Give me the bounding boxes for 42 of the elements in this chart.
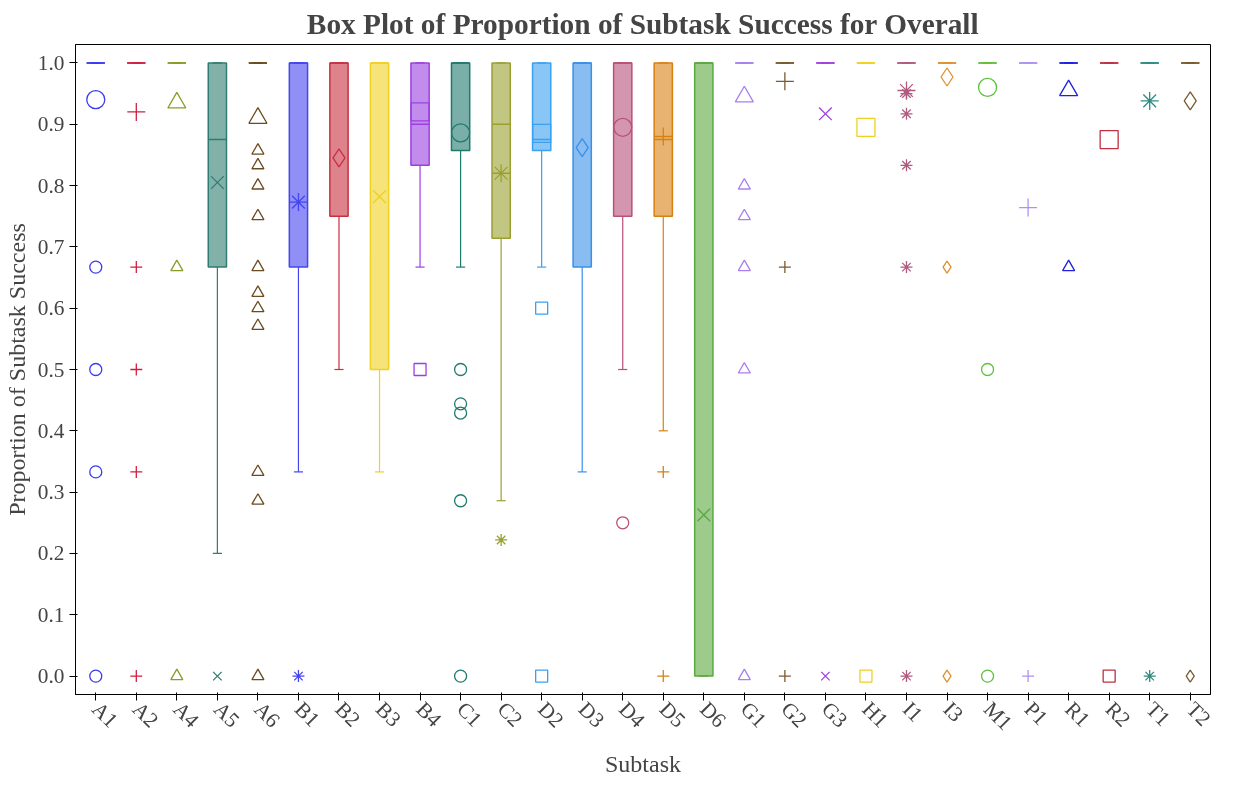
y-tick-label: 0.7 xyxy=(37,234,65,259)
x-tick-label: G2 xyxy=(776,697,812,733)
y-tick-label: 1.0 xyxy=(37,50,65,75)
x-tick-label: H1 xyxy=(857,697,893,733)
x-tick-label: M1 xyxy=(979,697,1017,735)
x-tick-label: D6 xyxy=(695,697,731,733)
x-tick-label: D5 xyxy=(654,697,691,733)
y-tick-label: 0.1 xyxy=(37,602,65,627)
x-tick-label: B4 xyxy=(411,697,447,732)
x-tick-label: D2 xyxy=(533,697,569,733)
x-axis-title: Subtask xyxy=(605,751,682,778)
x-tick-label: C2 xyxy=(492,697,528,732)
x-tick-label: A1 xyxy=(87,697,123,733)
x-tick-label: G1 xyxy=(735,697,772,733)
x-tick-label: A5 xyxy=(208,697,245,733)
y-tick-label: 0.2 xyxy=(37,541,65,566)
x-tick-label: B1 xyxy=(289,697,325,732)
x-tick-label: C1 xyxy=(452,697,487,732)
x-tick-label: R1 xyxy=(1060,697,1095,732)
x-tick-label: R2 xyxy=(1100,697,1136,732)
y-tick-label: 0.5 xyxy=(37,357,65,382)
y-tick-label: 0.9 xyxy=(37,112,65,137)
y-tick-label: 0.0 xyxy=(37,664,65,689)
x-tick-label: I3 xyxy=(938,697,969,727)
y-tick-label: 0.8 xyxy=(37,173,65,198)
x-tick-label: I1 xyxy=(898,697,928,727)
y-tick-label: 0.4 xyxy=(37,418,65,443)
x-tick-label: T1 xyxy=(1141,697,1175,731)
x-tick-label: A4 xyxy=(168,697,204,733)
x-tick-label: B3 xyxy=(371,697,406,732)
y-tick-label: 0.6 xyxy=(37,296,65,321)
x-tick-label: D3 xyxy=(573,697,610,733)
x-tick-label: B2 xyxy=(330,697,366,732)
y-tick-label: 0.3 xyxy=(37,480,65,505)
y-axis-title: Proportion of Subtask Success xyxy=(3,223,30,516)
chart-title: Box Plot of Proportion of Subtask Success for Overall xyxy=(306,7,979,40)
x-tick-label: P1 xyxy=(1019,697,1053,730)
x-tick-label: A2 xyxy=(127,697,164,733)
x-tick-label: T2 xyxy=(1181,697,1216,731)
x-tick-label: G3 xyxy=(816,697,853,733)
x-tick-label: A6 xyxy=(249,697,286,733)
x-tick-label: D4 xyxy=(614,697,650,733)
